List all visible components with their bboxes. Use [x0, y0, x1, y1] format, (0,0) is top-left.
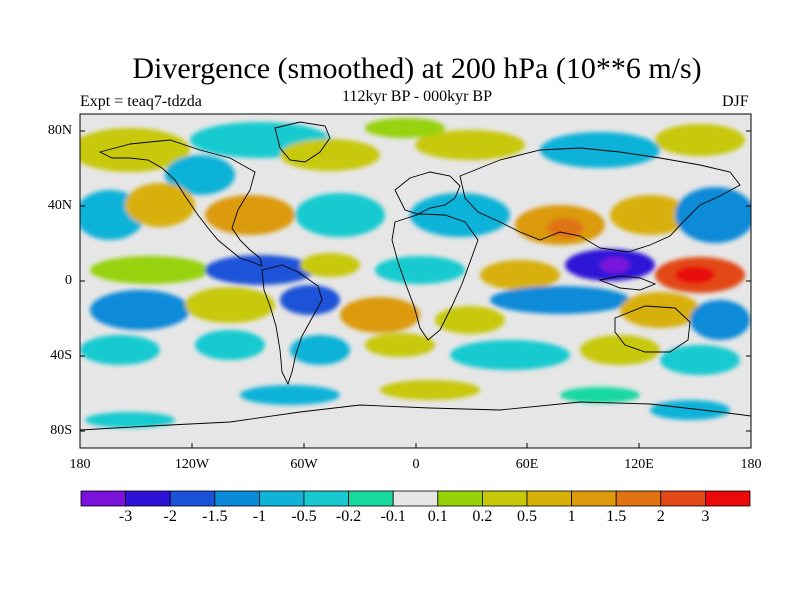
colorbar-label: 0.5: [517, 508, 537, 525]
colorbar-swatch: [481, 490, 528, 507]
colorbar-swatch: [705, 490, 751, 507]
colorbar-label: 3: [701, 508, 710, 525]
colorbar-swatch: [392, 490, 439, 507]
colorbar-label: -2: [163, 508, 177, 525]
colorbar-swatch: [169, 490, 216, 507]
lon-label-0: 0: [412, 457, 420, 472]
colorbar-swatch: [615, 490, 662, 507]
colorbar-label: -0.2: [335, 508, 362, 525]
colorbar-swatch: [303, 490, 349, 507]
colorbar-label: 2: [656, 508, 665, 525]
lon-label-60e: 60E: [515, 457, 539, 472]
colorbar-swatch: [214, 490, 260, 507]
lat-label-80n: 80N: [47, 123, 72, 138]
plot-subtitle: 112kyr BP - 000kyr BP: [342, 88, 492, 105]
colorbar-swatch: [348, 490, 394, 507]
lon-label-180w: 180: [69, 457, 91, 472]
colorbar-label: -1: [252, 508, 267, 525]
colorbar-label: -1.5: [202, 508, 228, 525]
plot-title: Divergence (smoothed) at 200 hPa (10**6 …: [132, 52, 702, 85]
lat-label-40s: 40S: [50, 348, 72, 363]
colorbar-swatch: [571, 490, 617, 507]
colorbar-swatch: [80, 490, 126, 507]
colorbar-label: 0.1: [427, 508, 448, 525]
lon-label-120w: 120W: [174, 457, 210, 472]
coastlines: [80, 121, 751, 431]
lat-label-40n: 40N: [47, 198, 72, 213]
colorbar-label: -0.1: [380, 508, 406, 525]
divergence-field: [80, 118, 751, 428]
colorbar-label: 1: [567, 508, 576, 525]
colorbar-label: 0.2: [472, 508, 493, 525]
lon-label-120e: 120E: [624, 457, 654, 472]
season-label: DJF: [722, 93, 749, 110]
colorbar-swatch: [125, 490, 171, 507]
colorbar-swatch: [258, 490, 305, 507]
experiment-label: Expt = teaq7-tdzda: [80, 93, 202, 110]
lat-label-0: 0: [65, 273, 72, 288]
colorbar-swatch: [437, 490, 483, 507]
colorbar-swatch: [526, 490, 572, 507]
lon-label-180e: 180: [740, 457, 762, 472]
colorbar-label: 1.5: [606, 508, 627, 525]
colorbar: [80, 490, 751, 507]
colorbar-label: -0.5: [291, 508, 317, 525]
lon-label-60w: 60W: [290, 457, 318, 472]
colorbar-swatch: [660, 490, 706, 507]
lat-label-80s: 80S: [50, 423, 72, 438]
colorbar-label: -3: [118, 508, 133, 525]
